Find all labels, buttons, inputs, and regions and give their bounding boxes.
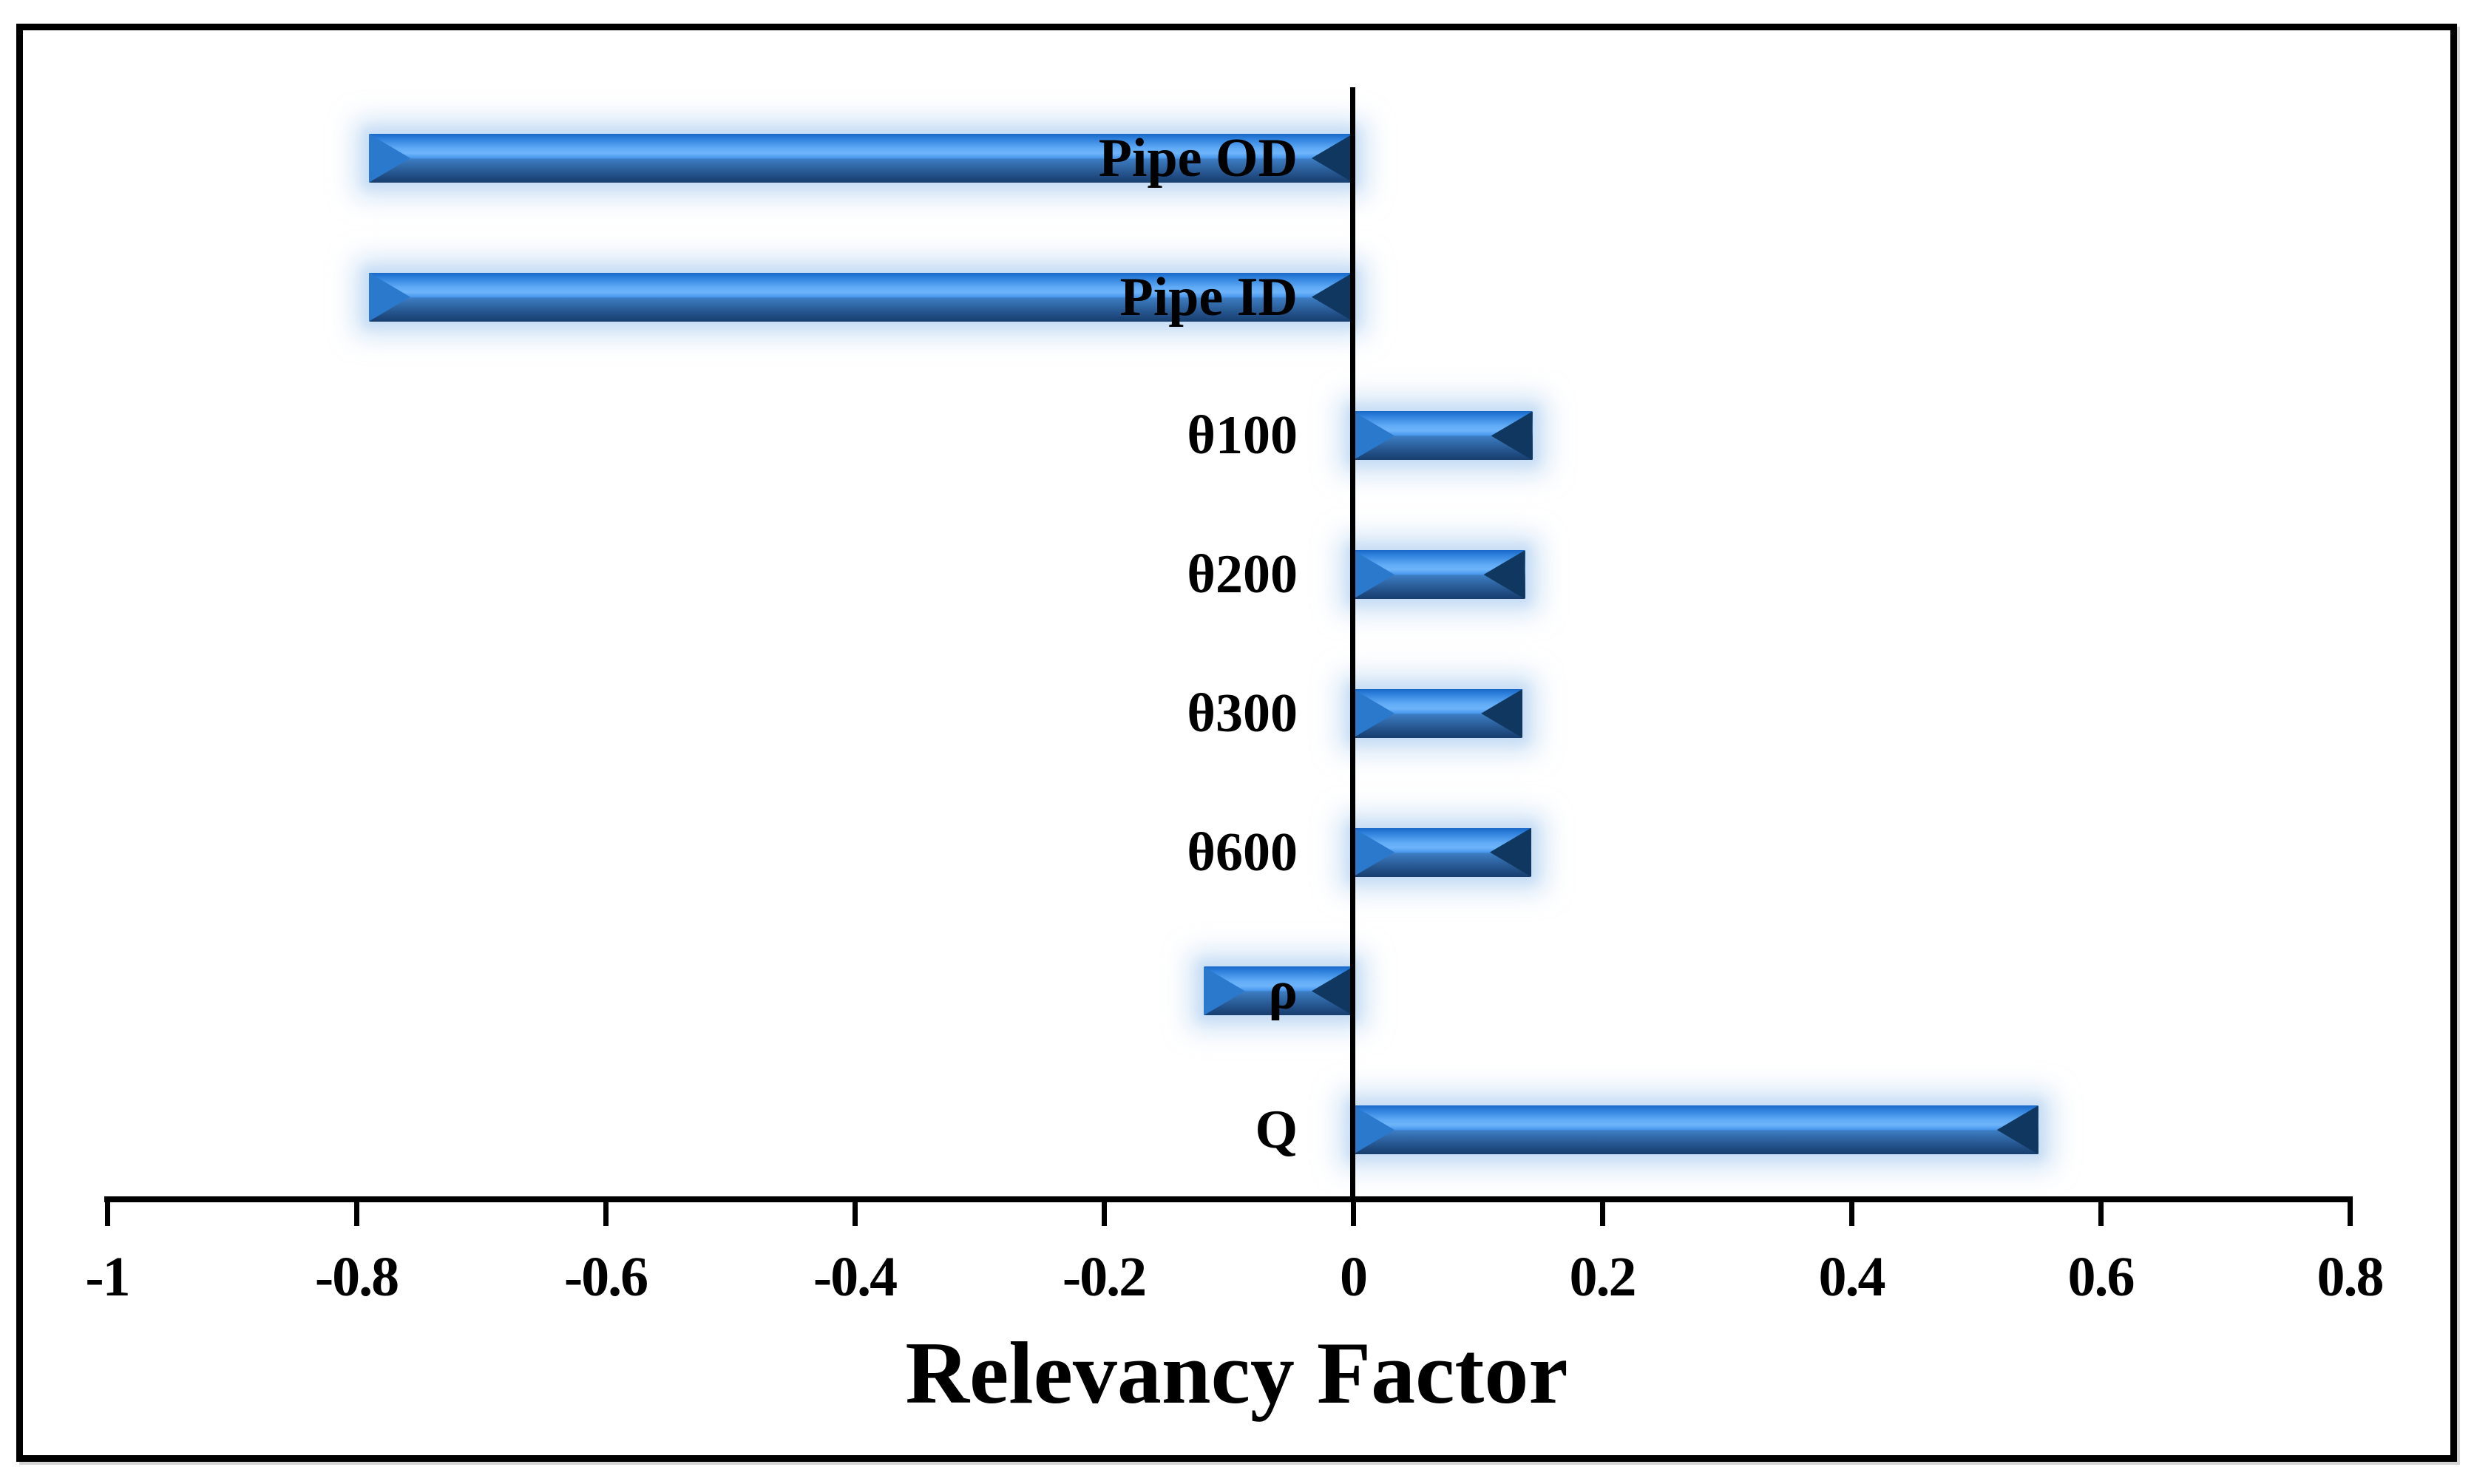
bar-end-facet-left <box>368 133 410 183</box>
bar-end-facet-right <box>1311 133 1353 183</box>
category-label-pipe-od: Pipe OD <box>1098 127 1298 189</box>
x-tick-label-3: -0.4 <box>813 1246 898 1308</box>
x-tick-label-2: -0.6 <box>563 1246 648 1308</box>
x-tick-2 <box>603 1202 609 1226</box>
category-label-theta200: θ200 <box>1187 544 1298 606</box>
bar-theta600 <box>1353 827 1531 877</box>
category-label-q: Q <box>1255 1100 1298 1161</box>
bar-end-facet-right <box>1311 272 1353 322</box>
bar-rho <box>1203 966 1353 1016</box>
x-tick-1 <box>353 1202 359 1226</box>
bar-end-facet-right <box>1489 827 1531 877</box>
bar-q <box>1353 1105 2038 1155</box>
category-label-theta100: θ100 <box>1187 405 1298 467</box>
zero-baseline <box>1350 87 1355 1202</box>
bar-pipe-id <box>368 272 1353 322</box>
x-tick-9 <box>2347 1202 2353 1226</box>
x-tick-label-5: 0 <box>1340 1246 1368 1308</box>
bar-end-facet-left <box>1353 827 1394 877</box>
bar-end-facet-right <box>1311 966 1353 1016</box>
x-tick-4 <box>1101 1202 1107 1226</box>
x-tick-6 <box>1599 1202 1605 1226</box>
x-axis-title: Relevancy Factor <box>905 1324 1568 1422</box>
x-tick-label-9: 0.8 <box>2317 1246 2385 1308</box>
bar-end-facet-left <box>1353 688 1394 738</box>
bar-pipe-od <box>368 133 1353 183</box>
bar-theta200 <box>1353 550 1525 600</box>
x-tick-label-4: -0.2 <box>1062 1246 1147 1308</box>
bar-theta300 <box>1353 688 1523 738</box>
bar-end-facet-left <box>1353 550 1394 600</box>
category-label-theta300: θ300 <box>1187 682 1298 744</box>
bar-end-facet-right <box>1481 688 1523 738</box>
x-tick-label-7: 0.4 <box>1818 1246 1886 1308</box>
bar-end-facet-right <box>1491 411 1533 461</box>
x-tick-label-8: 0.6 <box>2067 1246 2135 1308</box>
category-label-theta600: θ600 <box>1187 821 1298 883</box>
figure-frame <box>16 24 2457 1462</box>
x-tick-label-6: 0.2 <box>1569 1246 1637 1308</box>
bar-end-facet-left <box>1353 1105 1394 1155</box>
bar-end-facet-right <box>1996 1105 2038 1155</box>
x-tick-label-1: -0.8 <box>314 1246 399 1308</box>
x-axis-line <box>104 1196 2353 1202</box>
x-tick-0 <box>104 1202 110 1226</box>
bar-end-facet-left <box>1353 411 1394 461</box>
x-tick-8 <box>2098 1202 2104 1226</box>
bar-theta100 <box>1353 411 1533 461</box>
bar-end-facet-left <box>368 272 410 322</box>
category-label-rho: ρ <box>1268 960 1298 1022</box>
bar-end-facet-right <box>1483 550 1525 600</box>
x-tick-5 <box>1350 1202 1356 1226</box>
x-tick-7 <box>1848 1202 1854 1226</box>
x-tick-3 <box>852 1202 858 1226</box>
category-label-pipe-id: Pipe ID <box>1119 266 1298 328</box>
x-tick-label-0: -1 <box>85 1246 130 1308</box>
